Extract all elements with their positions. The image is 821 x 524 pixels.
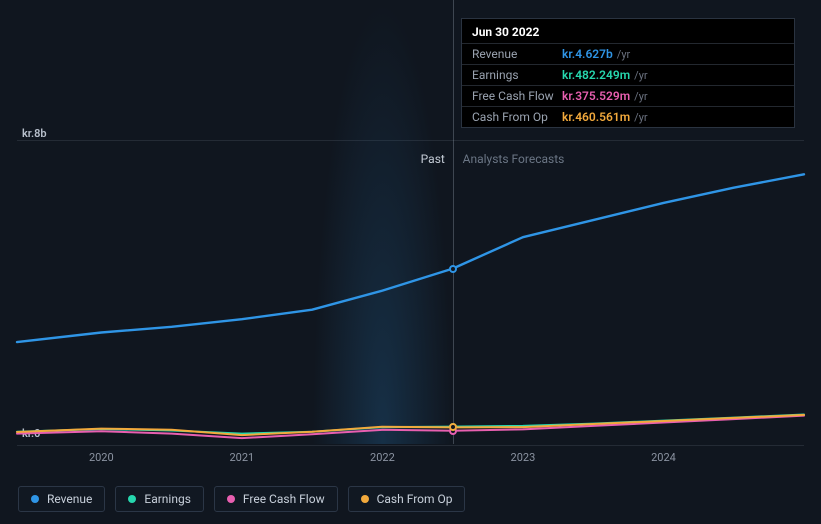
tooltip-value: kr.482.249m [562,68,630,82]
x-tick: 2020 [89,451,114,464]
legend-label: Free Cash Flow [243,492,325,506]
tooltip-label: Cash From Op [472,110,562,124]
marker-revenue [449,265,457,273]
series-revenue [17,174,804,342]
legend-dot-icon [128,495,136,503]
legend-dot-icon [227,495,235,503]
tooltip-row: Earningskr.482.249m/yr [462,64,794,85]
tooltip-unit: /yr [634,90,647,103]
legend-label: Cash From Op [377,492,453,506]
tooltip-label: Free Cash Flow [472,89,562,103]
tooltip-date: Jun 30 2022 [462,25,794,43]
tooltip-row: Free Cash Flowkr.375.529m/yr [462,85,794,106]
tooltip-unit: /yr [634,69,647,82]
legend-item-fcf[interactable]: Free Cash Flow [214,486,338,512]
tooltip-label: Earnings [472,68,562,82]
tooltip-row: Revenuekr.4.627b/yr [462,43,794,64]
marker-cfo [449,423,457,431]
tooltip-value: kr.4.627b [562,47,613,61]
chart-tooltip: Jun 30 2022 Revenuekr.4.627b/yrEarningsk… [461,18,795,128]
legend-item-earnings[interactable]: Earnings [115,486,204,512]
legend-dot-icon [361,495,369,503]
financial-chart: kr.8b kr.0 Past Analysts Forecasts 20202… [0,0,821,524]
x-tick: 2022 [370,451,395,464]
x-tick: 2023 [511,451,536,464]
tooltip-unit: /yr [617,48,630,61]
legend-label: Revenue [47,492,92,506]
tooltip-unit: /yr [634,111,647,124]
legend-item-cfo[interactable]: Cash From Op [348,486,466,512]
legend-item-revenue[interactable]: Revenue [18,486,105,512]
x-tick: 2024 [651,451,676,464]
tooltip-value: kr.375.529m [562,89,630,103]
x-tick: 2021 [229,451,254,464]
chart-legend: Revenue Earnings Free Cash Flow Cash From O… [18,486,465,512]
legend-dot-icon [31,495,39,503]
tooltip-label: Revenue [472,47,562,61]
tooltip-row: Cash From Opkr.460.561m/yr [462,106,794,127]
tooltip-value: kr.460.561m [562,110,630,124]
legend-label: Earnings [144,492,191,506]
